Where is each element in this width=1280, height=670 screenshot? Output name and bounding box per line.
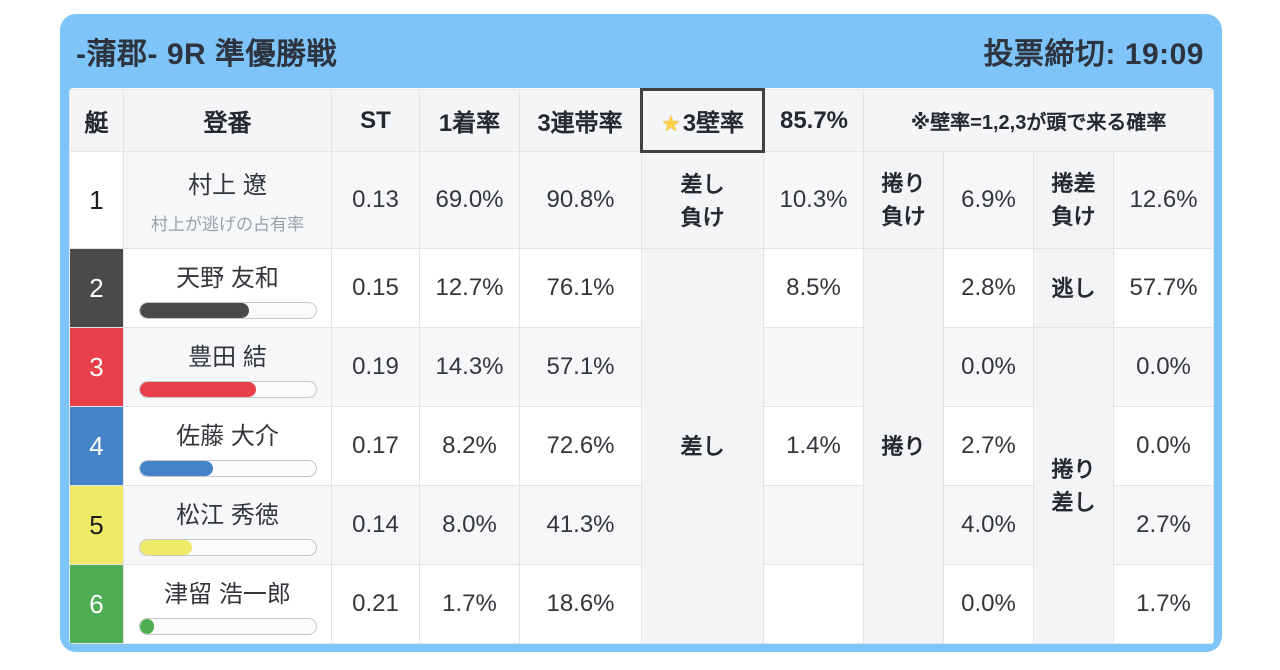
wall-rate-note: ※壁率=1,2,3が頭で来る確率 <box>862 89 1215 152</box>
racer-subtitle: 村上が逃げの占有率 <box>151 215 304 234</box>
racer-name: 松江 秀徳 <box>176 501 279 529</box>
table-header-row: 艇 登番 ST 1着率 3連帯率 ★3壁率 85.7% ※壁率=1,2,3が頭で… <box>69 88 1215 153</box>
racer-name: 佐藤 大介 <box>176 422 279 450</box>
racer-cell-2: 天野 友和 <box>123 248 332 328</box>
boat-number-4: 4 <box>69 406 124 486</box>
share-bar-fill <box>139 618 154 634</box>
makuri-make-label: 捲り 負け <box>863 151 944 249</box>
sashi-value <box>763 564 864 644</box>
boat-number-6: 6 <box>69 564 124 644</box>
makuri-value: 0.0% <box>943 327 1034 407</box>
wall-rate-value: 85.7% <box>763 89 864 152</box>
sashi-value: 8.5% <box>763 248 864 328</box>
st-value: 0.14 <box>331 485 420 565</box>
table-row: 4 佐藤 大介 0.17 8.2% 72.6% 1.4% 2.7% 0.0% <box>69 406 1215 486</box>
third-value: 0.0% <box>1112 327 1215 407</box>
top3-value: 18.6% <box>519 564 642 644</box>
boat-number-3: 3 <box>69 327 124 407</box>
table-row: 6 津留 浩一郎 0.21 1.7% 18.6% 0.0% 1.7% <box>69 564 1215 644</box>
sashi-make-label: 差し 負け <box>641 151 764 249</box>
third-value: 57.7% <box>1112 248 1215 328</box>
col-header-top3: 3連帯率 <box>519 89 642 152</box>
top3-value: 41.3% <box>519 485 642 565</box>
col-header-st: ST <box>331 89 420 152</box>
wall-rate-header-button[interactable]: ★3壁率 <box>640 88 765 153</box>
makuri-value: 6.9% <box>943 151 1034 249</box>
makuri-label: 捲り <box>863 248 944 644</box>
third-value: 2.7% <box>1112 485 1215 565</box>
sashi-value: 1.4% <box>763 406 864 486</box>
share-bar <box>138 538 317 556</box>
win1-value: 12.7% <box>419 248 520 328</box>
third-value: 1.7% <box>1112 564 1215 644</box>
racer-name: 豊田 結 <box>188 343 267 371</box>
share-bar <box>138 459 317 477</box>
sashi-value <box>763 327 864 407</box>
racer-cell-1: 村上 遼 村上が逃げの占有率 <box>123 151 332 249</box>
share-bar <box>138 301 317 319</box>
share-bar-fill <box>139 539 193 555</box>
table-row: 2 天野 友和 0.15 12.7% 76.1% 差し 8.5% 捲り 2.8%… <box>69 248 1215 644</box>
racer-name: 天野 友和 <box>176 264 279 292</box>
sashi-value <box>763 485 864 565</box>
share-bar-fill <box>139 460 214 476</box>
boat-number-2: 2 <box>69 248 124 328</box>
racer-cell-3: 豊田 結 <box>123 327 332 407</box>
col-header-reg: 登番 <box>123 89 332 152</box>
win1-value: 8.2% <box>419 406 520 486</box>
racer-cell-4: 佐藤 大介 <box>123 406 332 486</box>
race-title: -蒲郡- 9R 準優勝戦 <box>76 38 337 71</box>
race-card-header: -蒲郡- 9R 準優勝戦 投票締切: 19:09 <box>60 14 1222 88</box>
stats-table-wrap: 艇 登番 ST 1着率 3連帯率 ★3壁率 85.7% ※壁率=1,2,3が頭で… <box>69 88 1215 644</box>
share-bar-fill <box>139 381 256 397</box>
table-row: 1 村上 遼 村上が逃げの占有率 0.13 69.0% 90.8% 差し 負け … <box>69 151 1215 249</box>
makuri-value: 2.8% <box>943 248 1034 328</box>
boat-number-1: 1 <box>69 151 124 249</box>
nigashi-label: 逃し <box>1033 248 1114 328</box>
share-bar-fill <box>139 302 249 318</box>
star-icon: ★ <box>660 111 681 136</box>
col-header-boat: 艇 <box>69 89 124 152</box>
third-value: 12.6% <box>1112 151 1215 249</box>
top3-value: 76.1% <box>519 248 642 328</box>
racer-name: 津留 浩一郎 <box>164 580 291 608</box>
share-bar <box>138 380 317 398</box>
table-row: 5 松江 秀徳 0.14 8.0% 41.3% 4.0% 2.7% <box>69 485 1215 565</box>
makurizashi-label: 捲り 差し <box>1033 327 1114 644</box>
top3-value: 90.8% <box>519 151 642 249</box>
top3-value: 57.1% <box>519 327 642 407</box>
makuri-value: 0.0% <box>943 564 1034 644</box>
st-value: 0.17 <box>331 406 420 486</box>
win1-value: 8.0% <box>419 485 520 565</box>
top3-value: 72.6% <box>519 406 642 486</box>
st-value: 0.13 <box>331 151 420 249</box>
col-header-win1: 1着率 <box>419 89 520 152</box>
makuri-value: 4.0% <box>943 485 1034 565</box>
share-bar <box>138 617 317 635</box>
makurizashi-make-label: 捲差 負け <box>1033 151 1114 249</box>
table-row: 3 豊田 結 0.19 14.3% 57.1% 0.0% 捲り 差し 0.0% <box>69 327 1215 644</box>
racer-cell-5: 松江 秀徳 <box>123 485 332 565</box>
wall-rate-label: 3壁率 <box>682 110 745 137</box>
win1-value: 69.0% <box>419 151 520 249</box>
racer-cell-6: 津留 浩一郎 <box>123 564 332 644</box>
sashi-value: 10.3% <box>763 151 864 249</box>
st-value: 0.21 <box>331 564 420 644</box>
boat-number-5: 5 <box>69 485 124 565</box>
win1-value: 1.7% <box>419 564 520 644</box>
sashi-label: 差し <box>641 248 764 644</box>
win1-value: 14.3% <box>419 327 520 407</box>
race-card: -蒲郡- 9R 準優勝戦 投票締切: 19:09 艇 登番 ST 1着率 3連帯… <box>60 14 1222 652</box>
makuri-value: 2.7% <box>943 406 1034 486</box>
st-value: 0.15 <box>331 248 420 328</box>
st-value: 0.19 <box>331 327 420 407</box>
stats-table: 艇 登番 ST 1着率 3連帯率 ★3壁率 85.7% ※壁率=1,2,3が頭で… <box>69 88 1215 644</box>
vote-deadline: 投票締切: 19:09 <box>983 38 1204 71</box>
racer-name: 村上 遼 <box>188 172 267 199</box>
third-value: 0.0% <box>1112 406 1215 486</box>
